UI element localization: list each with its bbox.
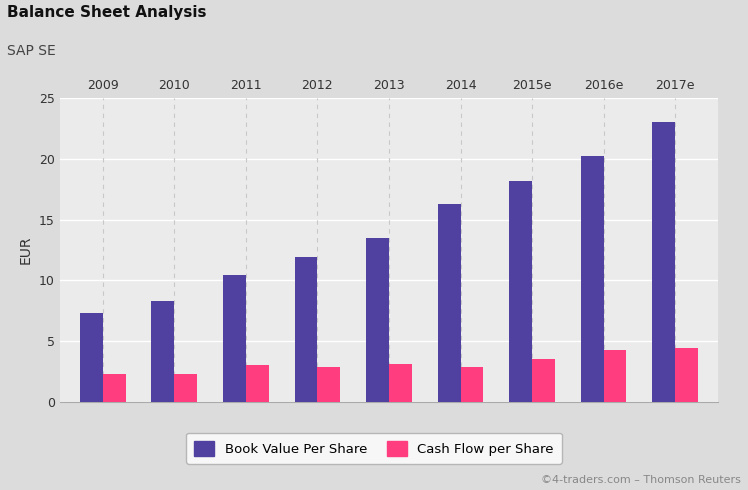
- Bar: [80, 313, 102, 402]
- Bar: [580, 156, 604, 402]
- Text: Balance Sheet Analysis: Balance Sheet Analysis: [7, 5, 207, 20]
- Y-axis label: EUR: EUR: [18, 236, 32, 264]
- Bar: [675, 348, 698, 402]
- Bar: [102, 374, 126, 402]
- Text: SAP SE: SAP SE: [7, 44, 56, 58]
- Bar: [295, 257, 317, 402]
- Bar: [317, 367, 340, 402]
- Bar: [223, 275, 246, 402]
- Bar: [438, 204, 461, 402]
- Bar: [151, 301, 174, 402]
- Bar: [389, 364, 412, 402]
- Bar: [532, 359, 555, 402]
- Bar: [366, 238, 389, 402]
- Bar: [652, 122, 675, 402]
- Bar: [174, 374, 197, 402]
- Text: ©4-traders.com – Thomson Reuters: ©4-traders.com – Thomson Reuters: [541, 475, 741, 485]
- Bar: [604, 349, 627, 402]
- Legend: Book Value Per Share, Cash Flow per Share: Book Value Per Share, Cash Flow per Shar…: [186, 433, 562, 464]
- Bar: [246, 366, 269, 402]
- Bar: [461, 367, 483, 402]
- Bar: [509, 181, 532, 402]
